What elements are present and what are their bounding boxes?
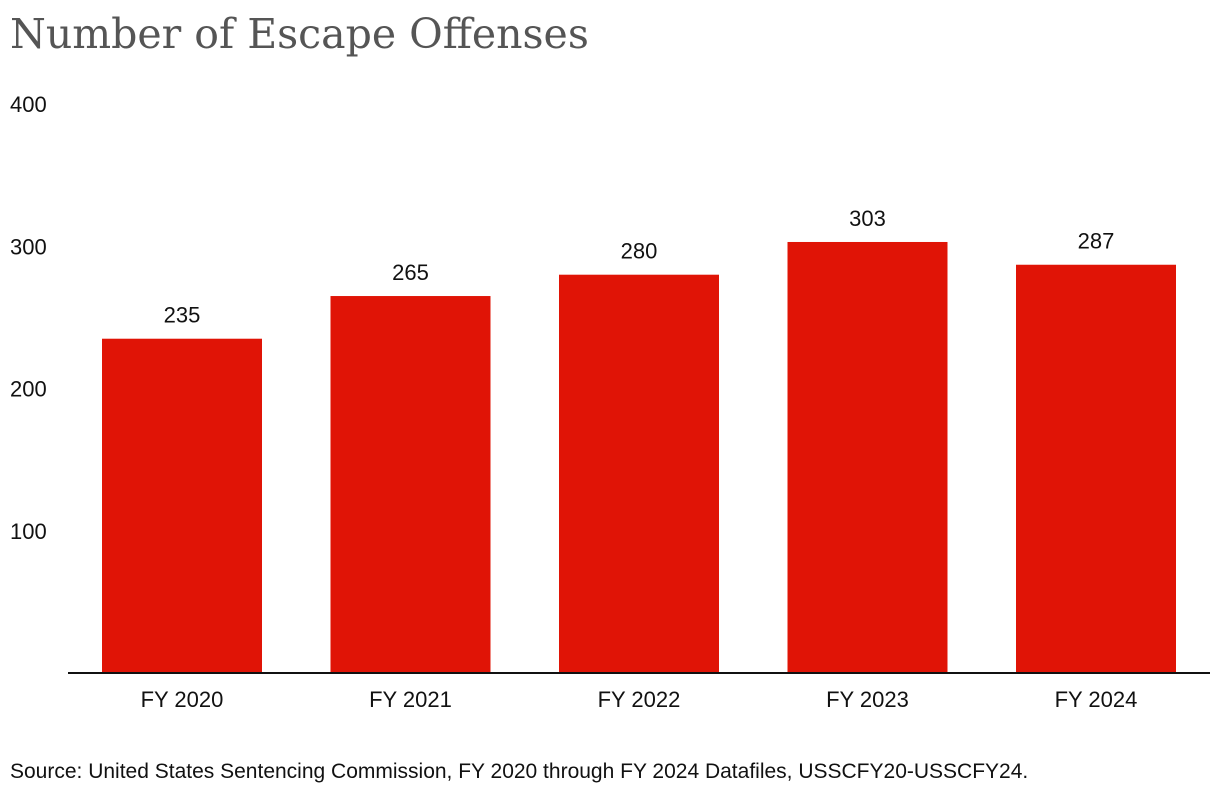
- x-tick-label: FY 2021: [369, 687, 452, 712]
- bar-value-label: 303: [849, 206, 886, 231]
- bar-fy-2022: [559, 274, 719, 673]
- y-tick-label-400: 400: [10, 92, 47, 117]
- y-tick-label-200: 200: [10, 377, 47, 402]
- y-axis-tick-labels: 100 200 300 400: [10, 92, 47, 544]
- x-axis-tick-labels: FY 2020 FY 2021 FY 2022 FY 2023 FY 2024: [141, 687, 1138, 712]
- y-tick-label-300: 300: [10, 234, 47, 259]
- bar-value-label: 280: [621, 239, 658, 264]
- bar-fy-2020: [102, 338, 262, 673]
- x-tick-label: FY 2024: [1055, 687, 1138, 712]
- y-tick-label-100: 100: [10, 519, 47, 544]
- bar-value-label: 287: [1078, 229, 1115, 254]
- bar-fy-2021: [330, 296, 491, 673]
- bar-value-labels: 235 265 280 303 287: [164, 206, 1115, 328]
- x-tick-label: FY 2022: [598, 687, 681, 712]
- x-tick-label: FY 2020: [141, 687, 224, 712]
- x-tick-label: FY 2023: [826, 687, 909, 712]
- bar-value-label: 235: [164, 303, 201, 328]
- source-note: Source: United States Sentencing Commiss…: [10, 760, 1029, 783]
- bar-fy-2023: [787, 241, 948, 674]
- chart-title: Number of Escape Offenses: [10, 10, 589, 58]
- bar-value-label: 265: [392, 260, 429, 285]
- bar-fy-2024: [1016, 264, 1176, 673]
- bars: [102, 241, 1176, 674]
